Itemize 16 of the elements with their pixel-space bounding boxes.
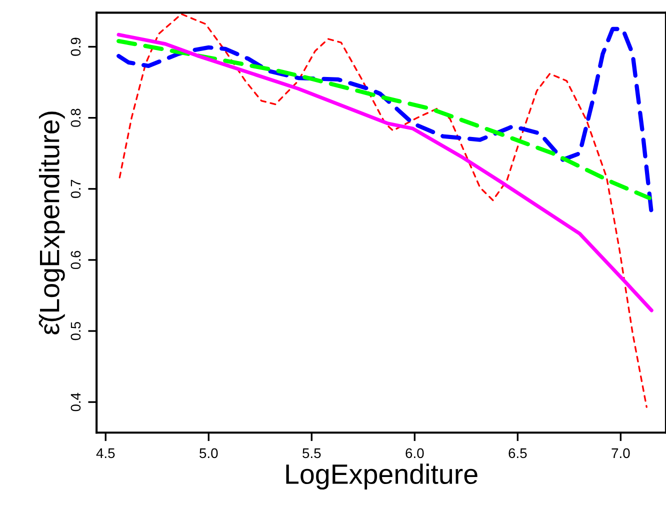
x-axis-title: LogExpenditure <box>286 464 478 490</box>
y-tick-label: 0.7 <box>70 180 81 198</box>
x-tick-label: 6.5 <box>508 448 527 458</box>
line-series <box>116 32 654 312</box>
x-tick-label: 5.5 <box>302 448 321 458</box>
y-tick-label: 0.5 <box>70 322 81 340</box>
x-tick-label: 6.0 <box>406 448 424 458</box>
y-tick-label: 0.4 <box>70 392 81 412</box>
y-tick-label: 0.8 <box>70 108 81 127</box>
x-tick-label: 5.0 <box>200 448 218 458</box>
y-tick-label: 0.9 <box>70 38 81 56</box>
x-tick-label: 4.5 <box>96 448 115 458</box>
y-axis-title: ε̂(LogExpenditure) <box>38 112 65 334</box>
x-tick-label: 7.0 <box>612 448 630 458</box>
line-series <box>118 13 648 408</box>
y-tick-label: 0.6 <box>70 250 81 270</box>
